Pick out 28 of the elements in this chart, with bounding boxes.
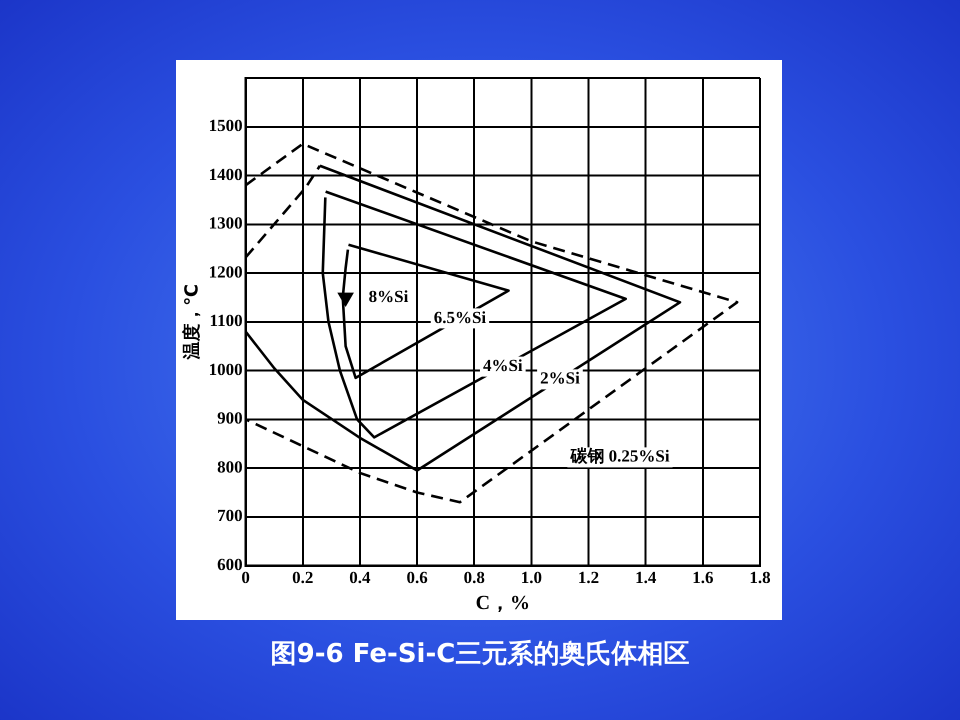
x-tick-label: 1.8 xyxy=(749,568,771,588)
y-axis-title: 温度，℃ xyxy=(181,284,202,361)
y-tick-label: 1300 xyxy=(208,214,243,233)
series-label: 2%Si xyxy=(540,368,580,388)
y-tick-label: 1500 xyxy=(208,116,243,136)
text: 图9-6 Fe-Si-C三元系的奥氏体相区 xyxy=(270,638,690,671)
y-tick-label: 1400 xyxy=(208,164,243,184)
x-tick-label: 0.8 xyxy=(464,568,485,588)
series-label: 4%Si xyxy=(482,356,523,376)
y-tick-label: 1000 xyxy=(208,360,243,379)
y-tick-label: 800 xyxy=(217,457,243,476)
y-tick-label: 700 xyxy=(217,506,243,526)
x-tick-label: 0.4 xyxy=(349,568,372,588)
y-tick-label: 600 xyxy=(217,554,243,574)
x-tick-label: 1.6 xyxy=(692,568,714,588)
x-tick-label: 1.0 xyxy=(520,568,542,588)
x-tick-label: 0 xyxy=(241,568,250,588)
x-tick-label: 1.4 xyxy=(635,568,657,588)
x-axis-title: C，% xyxy=(476,592,530,614)
series-label: 6.5%Si xyxy=(434,308,486,327)
y-tick-label: 900 xyxy=(217,408,243,428)
y-tick-label: 1200 xyxy=(208,262,243,282)
x-tick-label: 0.6 xyxy=(406,568,428,588)
series-label: 碳钢 0.25%Si xyxy=(569,446,670,466)
series-label: 8%Si xyxy=(368,286,409,306)
x-tick-label: 0.2 xyxy=(292,568,314,588)
y-tick-label: 1100 xyxy=(210,311,243,330)
x-tick-label: 1.2 xyxy=(578,568,600,588)
